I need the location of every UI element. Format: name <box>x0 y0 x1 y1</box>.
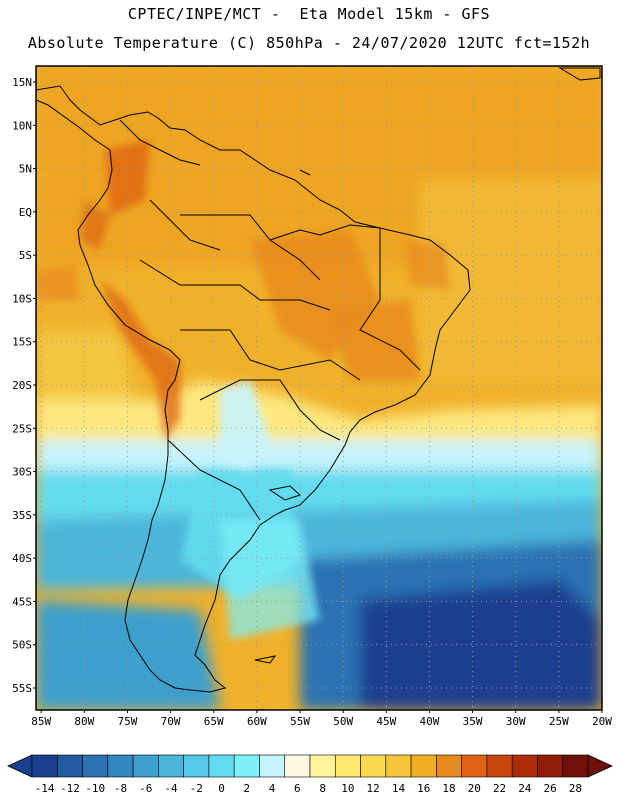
colorbar <box>7 754 613 778</box>
longitude-label: 55W <box>290 715 310 728</box>
colorbar-swatch <box>284 754 311 778</box>
colorbar-swatch <box>537 754 564 778</box>
colorbar-label: 4 <box>269 782 276 795</box>
latitude-label: 30S <box>12 466 32 479</box>
latitude-label: EQ <box>19 206 32 219</box>
colorbar-swatch <box>107 754 134 778</box>
colorbar-label: 26 <box>543 782 556 795</box>
latitude-label: 10N <box>12 119 32 132</box>
latitude-label: 5N <box>19 163 32 176</box>
colorbar-swatch <box>486 754 513 778</box>
colorbar-swatch <box>385 754 412 778</box>
latitude-label: 55S <box>12 682 32 695</box>
colorbar-label: 22 <box>493 782 506 795</box>
colorbar-swatch <box>436 754 462 778</box>
colorbar-label: -6 <box>139 782 152 795</box>
latitude-label: 15S <box>12 336 32 349</box>
latitude-label: 45S <box>12 595 32 608</box>
colorbar-label: 12 <box>367 782 380 795</box>
latitude-label: 5S <box>19 249 32 262</box>
colorbar-swatch <box>410 754 437 778</box>
colorbar-swatch <box>56 754 83 778</box>
colorbar-swatch <box>511 754 538 778</box>
longitude-label: 35W <box>463 715 483 728</box>
colorbar-swatch <box>233 754 260 778</box>
longitude-label: 75W <box>118 715 138 728</box>
latitude-label: 20S <box>12 379 32 392</box>
colorbar-swatch <box>360 754 387 778</box>
latitude-label: 40S <box>12 552 32 565</box>
colorbar-label: 2 <box>244 782 251 795</box>
colorbar-swatch <box>208 754 235 778</box>
latitude-label: 10S <box>12 292 32 305</box>
longitude-labels: 85W 80W 75W 70W 65W 60W 55W 50W 45W 40W 35W 30W 25W 2… <box>31 710 612 728</box>
colorbar-label: -2 <box>190 782 203 795</box>
colorbar-label: -10 <box>85 782 105 795</box>
colorbar-swatch <box>461 754 488 778</box>
colorbar-label: 18 <box>442 782 455 795</box>
colorbar-label: 6 <box>294 782 301 795</box>
colorbar-label: -12 <box>60 782 80 795</box>
colorbar-label: 24 <box>518 782 532 795</box>
latitude-label: 25S <box>12 422 32 435</box>
map-title-line2: Absolute Temperature (C) 850hPa - 24/07/… <box>27 34 591 52</box>
colorbar-label: 0 <box>218 782 225 795</box>
map-frame <box>35 65 603 711</box>
colorbar-swatch <box>158 754 184 778</box>
colorbar-low-arrow <box>7 754 33 778</box>
colorbar-label: -8 <box>114 782 127 795</box>
colorbar-swatch <box>183 754 210 778</box>
colorbar-labels: -14 -12 -10 -8 -6 -4 -2 0 2 4 6 8 10 12 14 16 18 20 22 24 26… <box>35 782 582 795</box>
colorbar-swatch <box>309 754 336 778</box>
temperature-field <box>36 66 602 710</box>
colorbar-label: 20 <box>468 782 481 795</box>
colorbar-high-arrow <box>587 754 613 778</box>
colorbar-label: -14 <box>35 782 55 795</box>
colorbar-label: 8 <box>319 782 326 795</box>
latitude-labels: 15N 10N 5N EQ 5S 10S 15S 20S 25S 30S 35S 40S 45S 50S 5… <box>12 76 36 695</box>
colorbar-label: -4 <box>164 782 178 795</box>
latitude-label: 50S <box>12 639 32 652</box>
colorbar-swatch <box>82 754 109 778</box>
map-title-line1: CPTEC/INPE/MCT - Eta Model 15km - GFS <box>127 5 491 23</box>
latitude-label: 15N <box>12 76 32 89</box>
colorbar-swatch <box>259 754 286 778</box>
longitude-label: 70W <box>161 715 181 728</box>
coastlines-borders <box>36 67 601 693</box>
longitude-label: 20W <box>592 715 612 728</box>
longitude-label: 45W <box>376 715 396 728</box>
longitude-label: 65W <box>204 715 224 728</box>
colorbar-swatch <box>334 754 361 778</box>
colorbar-swatch <box>132 754 159 778</box>
longitude-label: 60W <box>247 715 267 728</box>
colorbar-swatch <box>562 754 589 778</box>
longitude-label: 80W <box>74 715 94 728</box>
longitude-label: 40W <box>420 715 440 728</box>
longitude-label: 85W <box>31 715 51 728</box>
longitude-label: 30W <box>506 715 526 728</box>
colorbar-label: 14 <box>392 782 406 795</box>
colorbar-label: 10 <box>341 782 354 795</box>
longitude-label: 25W <box>549 715 569 728</box>
longitude-label: 50W <box>333 715 353 728</box>
colorbar-label: 28 <box>569 782 582 795</box>
colorbar-label: 16 <box>417 782 430 795</box>
colorbar-swatch <box>31 754 58 778</box>
latitude-label: 35S <box>12 509 32 522</box>
